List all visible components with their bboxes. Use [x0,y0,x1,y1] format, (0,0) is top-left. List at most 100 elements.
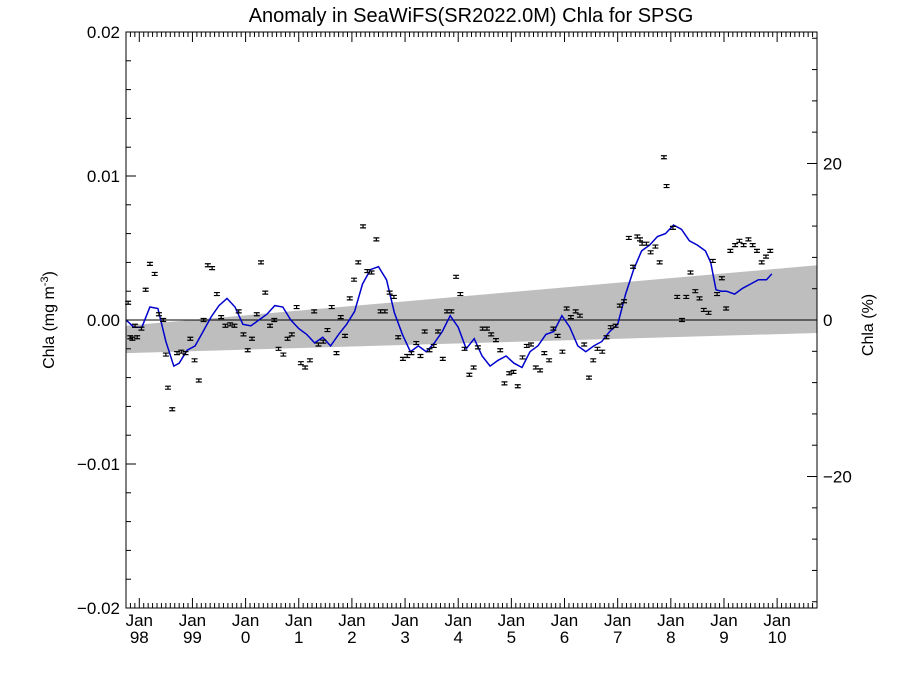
y-right-axis-label: Chla (%) [860,294,877,356]
data-point [439,356,446,361]
data-point [709,258,716,264]
x-tick-label-month: Jan [551,611,578,630]
x-axis: Jan98Jan99Jan0Jan1Jan2Jan3Jan4Jan5Jan6Ja… [125,32,818,647]
x-tick-label-month: Jan [126,611,153,630]
trend-confidence-band [126,265,817,354]
data-point [492,338,499,343]
data-point [160,317,167,323]
data-point [616,303,623,308]
data-point [417,353,424,359]
x-tick-label-month: Jan [232,611,259,630]
data-point [381,309,388,314]
data-point [656,260,663,265]
data-point [222,323,229,328]
data-point [581,342,588,347]
data-point [488,332,495,337]
data-point [767,248,774,253]
data-point [692,289,699,294]
data-point [288,332,295,337]
data-point [567,315,574,320]
y-right-tick-label: 0 [823,311,832,330]
x-tick-label-year: 9 [719,628,728,647]
data-point [687,270,694,275]
data-point [408,351,415,356]
data-point [603,335,610,340]
y-left-tick-label: 0.01 [87,167,120,186]
data-point [435,329,442,334]
x-tick-label-month: Jan [657,611,684,630]
data-point [244,348,251,353]
data-point [240,332,247,337]
data-point [306,358,313,363]
x-tick-label-month: Jan [498,611,525,630]
data-point [253,312,260,317]
data-point [506,371,513,376]
data-point [355,260,362,265]
data-point [209,266,216,271]
data-point [599,349,606,354]
plot-area [125,31,818,609]
y-left-axis: 0.02 0.01 0.00 −0.01 −0.02 [77,23,136,618]
x-tick-label-year: 98 [130,628,149,647]
data-point [723,306,730,311]
data-point [528,342,535,347]
data-point [155,312,162,317]
data-point [390,294,397,300]
data-point [736,238,743,243]
data-point [142,287,149,292]
x-tick-label-month: Jan [445,611,472,630]
x-tick-label-year: 8 [666,628,675,647]
data-point [129,336,136,341]
x-tick-label-month: Jan [604,611,631,630]
data-point [612,323,619,328]
data-point [714,291,721,297]
data-point [262,290,269,295]
y-left-axis-label-sup: -3 [39,276,51,286]
data-point [421,329,428,334]
data-point [162,352,169,357]
x-tick-label-year: 4 [453,628,462,647]
y-left-axis-label: Chla (mg m-3) [39,271,58,369]
data-point [151,271,158,277]
data-point [630,264,637,269]
data-point [740,243,747,248]
data-point [474,345,481,350]
data-point [669,225,676,230]
data-point [519,355,526,360]
data-point [678,317,685,323]
data-point [559,349,566,354]
data-point [132,323,139,328]
data-point [705,310,712,315]
data-point [271,317,278,323]
y-right-tick-label: 20 [823,154,842,173]
y-left-tick-label: −0.02 [77,599,120,618]
data-point [647,250,654,255]
x-tick-label-year: 7 [613,628,622,647]
data-point [727,248,734,253]
data-point [563,306,570,311]
data-point [134,335,141,340]
data-point [753,248,760,253]
data-point [187,336,194,341]
data-point [523,343,530,349]
y-left-tick-label: 0.02 [87,23,120,42]
data-point [284,336,291,341]
x-tick-label-year: 99 [183,628,202,647]
data-point [663,183,670,189]
data-point [364,268,371,274]
data-point [625,235,632,241]
data-point [749,243,756,248]
data-point [510,369,517,374]
data-point [652,244,659,249]
data-point [320,339,327,344]
data-point [195,378,202,383]
x-tick-label-year: 1 [294,628,303,647]
x-tick-label-month: Jan [285,611,312,630]
y-left-axis-label-main: Chla (mg m [41,286,58,369]
data-point [497,348,504,353]
data-point [576,313,583,318]
data-point [275,346,282,351]
data-point [453,274,460,279]
data-point [200,317,207,323]
